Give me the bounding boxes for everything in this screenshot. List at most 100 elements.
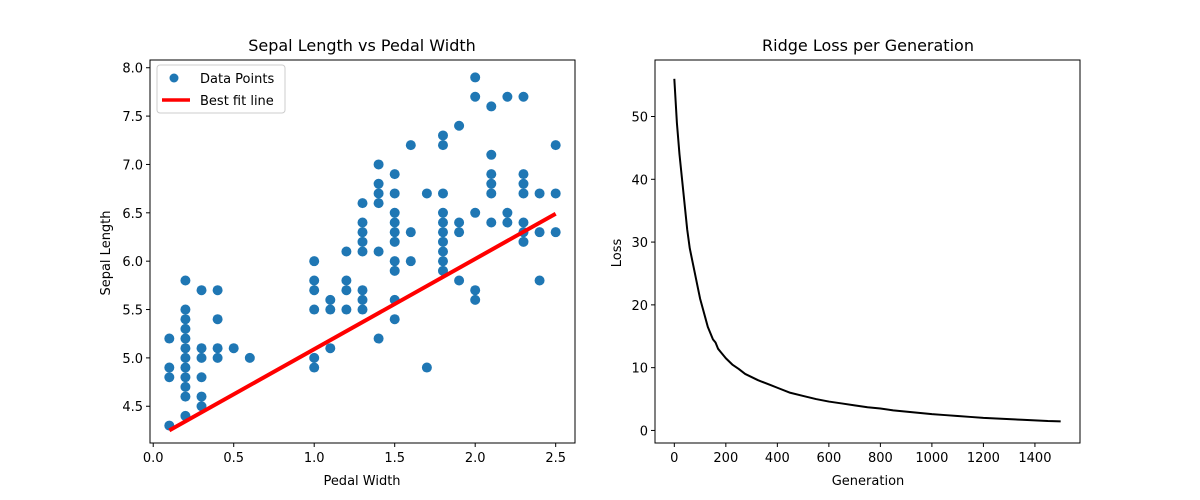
- left-chart-data-point: [518, 91, 529, 102]
- left-chart-data-point: [180, 372, 191, 383]
- left-chart-data-point: [357, 198, 368, 209]
- left-chart-data-point: [389, 265, 400, 276]
- right-chart-x-tick-label: 1400: [1018, 451, 1051, 466]
- left-chart-x-tick-label: 0.5: [223, 451, 244, 466]
- left-chart-y-tick-label: 6.5: [122, 207, 143, 222]
- left-chart-plot-area: 0.0 0.5 1.0 1.5 2.0 2.5 4.5 5.0 5.5 6.0 6.5 7.0 7.5 8…: [122, 59, 576, 466]
- left-chart-data-point: [180, 352, 191, 363]
- left-chart-data-point: [518, 178, 529, 189]
- left-chart-data-point: [454, 120, 465, 131]
- left-chart-data-point: [325, 294, 336, 305]
- left-chart-data-point: [309, 275, 320, 286]
- right-chart-y-tick-label: 40: [631, 173, 648, 188]
- left-chart-data-point: [454, 217, 465, 228]
- left-chart-x-tick-label: 2.0: [465, 451, 486, 466]
- left-chart-data-point: [212, 285, 223, 296]
- left-chart-data-point: [389, 236, 400, 247]
- left-chart-data-point: [502, 207, 513, 218]
- left-chart-data-point: [180, 343, 191, 354]
- left-chart-data-point: [470, 91, 481, 102]
- left-chart-data-point: [470, 72, 481, 83]
- left-chart-data-point: [357, 217, 368, 228]
- right-chart-y-tick-label: 20: [631, 299, 648, 314]
- left-chart-data-point: [196, 372, 207, 383]
- right-chart-x-tick-label: 0: [670, 451, 678, 466]
- left-chart-data-point: [534, 275, 545, 286]
- left-chart-y-tick-label: 8.0: [122, 62, 143, 77]
- left-chart-data-point: [164, 333, 175, 344]
- left-chart-data-point: [437, 140, 448, 151]
- left-chart-data-point: [180, 314, 191, 325]
- left-chart-data-point: [341, 275, 352, 286]
- right-chart-x-tick-label: 800: [868, 451, 893, 466]
- left-chart-data-point: [244, 352, 255, 363]
- right-chart-y-tick-label: 0: [640, 424, 648, 439]
- left-chart-data-point: [454, 227, 465, 238]
- left-chart-data-point: [196, 343, 207, 354]
- left-chart-data-point: [389, 207, 400, 218]
- right-chart-plot-area: 0 200 400 600 800 1000 1200 1400 0 10 20 30 40 50: [631, 59, 1081, 466]
- legend: Data Points Best fit line: [156, 64, 286, 114]
- legend-label-best-fit-line: Best fit line: [200, 94, 274, 109]
- left-chart-data-point: [502, 217, 513, 228]
- left-chart-y-tick-label: 6.0: [122, 255, 143, 270]
- right-chart-x-tick-label: 1000: [915, 451, 948, 466]
- left-chart-data-point: [486, 188, 497, 199]
- left-chart-data-point: [212, 314, 223, 325]
- right-chart-y-tick-label: 30: [631, 236, 648, 251]
- right-chart-x-axis-label: Generation: [832, 474, 905, 489]
- left-chart-data-point: [405, 140, 416, 151]
- left-chart-data-point: [550, 227, 561, 238]
- left-chart-data-point: [437, 236, 448, 247]
- left-chart-data-point: [373, 178, 384, 189]
- left-chart-data-point: [357, 246, 368, 257]
- left-chart-data-point: [454, 275, 465, 286]
- left-chart-data-point: [341, 304, 352, 315]
- left-chart-data-point: [534, 188, 545, 199]
- left-chart-data-point: [437, 246, 448, 257]
- left-chart-data-point: [405, 227, 416, 238]
- legend-marker-data-points: [169, 73, 179, 83]
- left-chart-data-point: [180, 323, 191, 334]
- right-chart-loss-line: [673, 78, 1061, 423]
- left-chart-data-point: [212, 352, 223, 363]
- right-chart-x-tick-label: 400: [765, 451, 790, 466]
- left-chart-data-point: [212, 343, 223, 354]
- left-chart-data-point: [437, 256, 448, 267]
- left-chart-data-point: [389, 227, 400, 238]
- left-chart-x-axis-label: Pedal Width: [323, 474, 400, 489]
- right-chart-x-tick-label: 200: [713, 451, 738, 466]
- left-chart-data-point: [357, 227, 368, 238]
- left-chart-data-point: [180, 391, 191, 402]
- left-chart-data-point: [180, 381, 191, 392]
- left-chart-data-point: [309, 304, 320, 315]
- left-chart-data-point: [486, 178, 497, 189]
- left-chart-data-point: [518, 236, 529, 247]
- left-chart-data-point: [373, 198, 384, 209]
- left-chart-best-fit-line: [168, 212, 557, 433]
- left-chart-data-point: [357, 236, 368, 247]
- left-chart-data-point: [486, 217, 497, 228]
- left-chart-data-point: [341, 285, 352, 296]
- left-chart-data-point: [421, 188, 432, 199]
- left-chart-data-point: [437, 217, 448, 228]
- left-chart-title: Sepal Length vs Pedal Width: [248, 36, 476, 55]
- left-chart-data-point: [164, 372, 175, 383]
- left-chart-y-tick-label: 5.5: [122, 304, 143, 319]
- left-chart-x-tick-label: 0.0: [143, 451, 164, 466]
- left-chart-data-point: [389, 169, 400, 180]
- left-chart-y-tick-label: 4.5: [122, 400, 143, 415]
- right-chart-axes-frame: [654, 59, 1081, 444]
- left-chart-data-point: [437, 227, 448, 238]
- left-chart-data-point: [550, 188, 561, 199]
- left-chart-data-point: [437, 130, 448, 141]
- left-chart-data-point: [309, 285, 320, 296]
- left-chart-data-point: [518, 169, 529, 180]
- left-chart-data-point: [180, 275, 191, 286]
- left-chart-y-axis-label: Sepal Length: [99, 210, 114, 295]
- left-chart-data-point: [309, 362, 320, 373]
- left-chart-data-point: [486, 149, 497, 160]
- left-chart-data-point: [196, 352, 207, 363]
- left-chart-data-point: [437, 188, 448, 199]
- left-chart-data-point: [502, 91, 513, 102]
